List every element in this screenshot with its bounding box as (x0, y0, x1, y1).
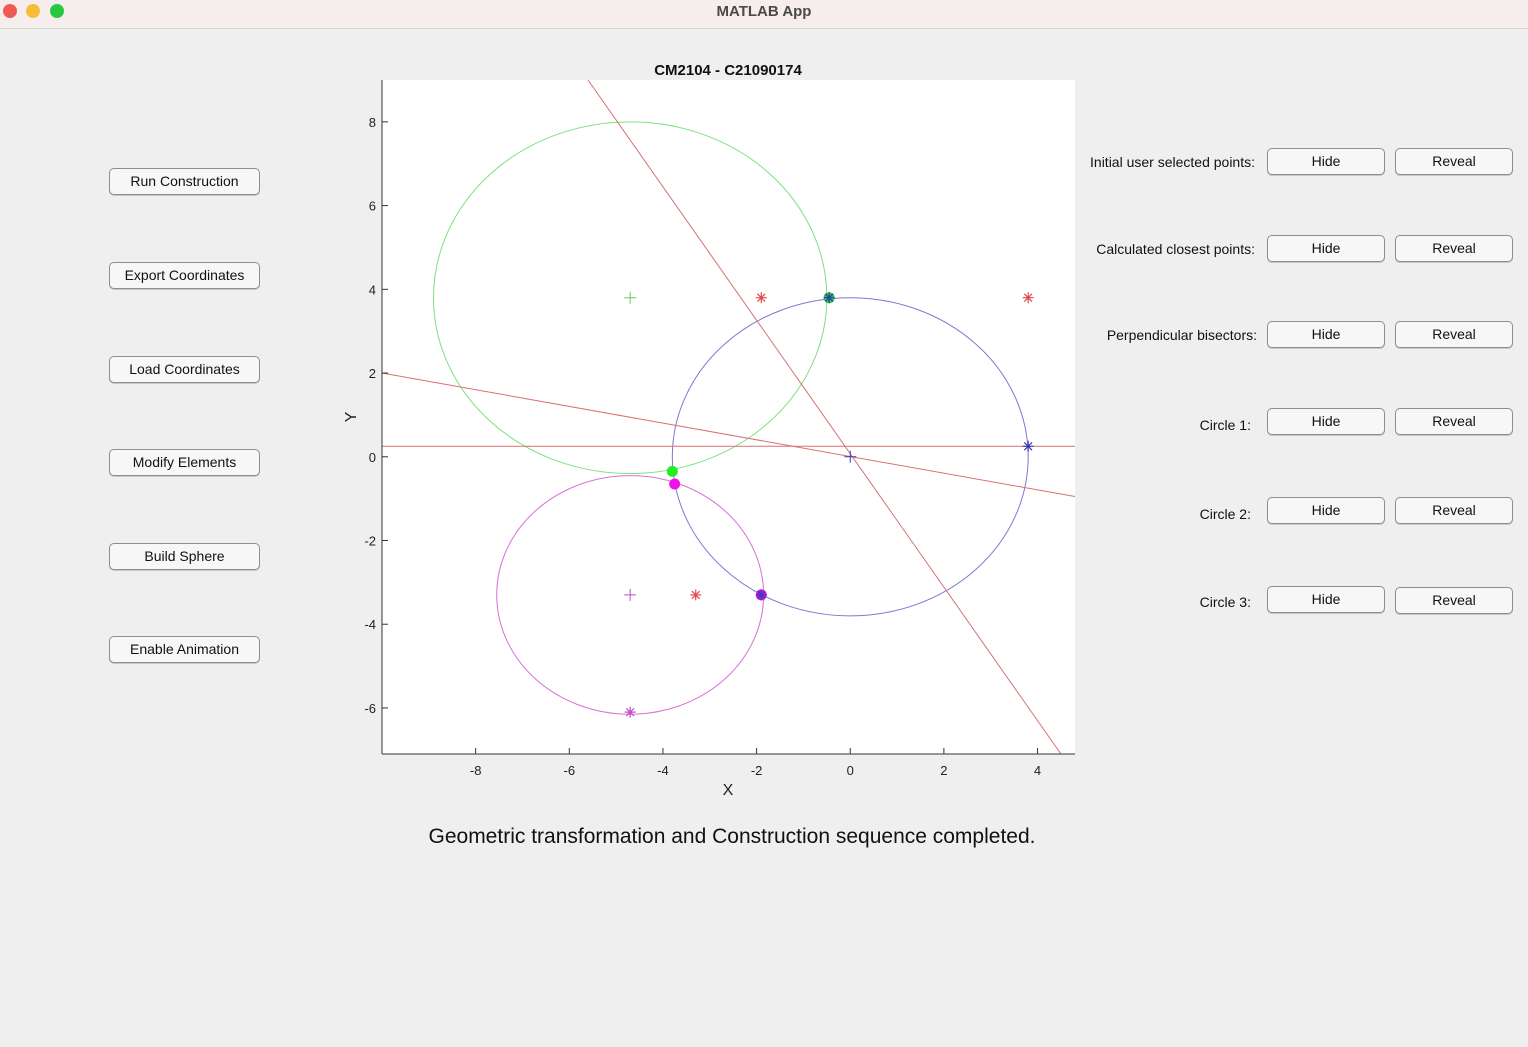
y-tick-label: 6 (369, 199, 376, 214)
x-tick-label: -6 (564, 763, 576, 778)
load-coordinates-button[interactable]: Load Coordinates (109, 356, 260, 383)
circle-3-reveal-button[interactable]: Reveal (1395, 587, 1513, 614)
minimize-window-icon[interactable] (26, 4, 40, 18)
y-tick-label: -2 (364, 533, 376, 548)
initial-points-hide-button[interactable]: Hide (1267, 148, 1385, 175)
modify-elements-button[interactable]: Modify Elements (109, 449, 260, 476)
bisectors-reveal-button[interactable]: Reveal (1395, 321, 1513, 348)
point-marker-star (1022, 292, 1034, 304)
plot-area (382, 80, 1075, 754)
point-marker-dot (669, 478, 681, 490)
circle-1-hide-button[interactable]: Hide (1267, 408, 1385, 435)
y-tick-label: -4 (364, 617, 376, 632)
x-tick-label: -4 (657, 763, 669, 778)
circle-1-reveal-button[interactable]: Reveal (1395, 408, 1513, 435)
bisector-line-2 (382, 372, 1075, 498)
y-tick-label: -6 (364, 701, 376, 716)
closest-points-label: Calculated closest points: (1096, 241, 1255, 257)
x-tick-label: 2 (940, 763, 947, 778)
x-tick-label: -8 (470, 763, 482, 778)
point-marker-plus (844, 450, 857, 463)
y-axis-label: Y (343, 411, 360, 422)
status-message: Geometric transformation and Constructio… (428, 825, 1036, 848)
y-tick-label: 2 (369, 366, 376, 381)
point-marker-dot (666, 465, 678, 477)
point-marker-star (755, 589, 767, 601)
run-construction-button[interactable]: Run Construction (109, 168, 260, 195)
circle-2-label: Circle 2: (1199, 506, 1251, 522)
point-marker-star (755, 292, 767, 304)
initial-points-label: Initial user selected points: (1090, 154, 1255, 170)
x-tick-label: 4 (1034, 763, 1041, 778)
close-window-icon[interactable] (3, 4, 17, 18)
x-axis-label: X (723, 782, 734, 799)
y-tick-label: 8 (369, 115, 376, 130)
circle-1-label: Circle 1: (1199, 417, 1251, 433)
bisectors-label: Perpendicular bisectors: (1106, 327, 1257, 343)
circle-3-label: Circle 3: (1199, 594, 1251, 610)
maximize-window-icon[interactable] (50, 4, 64, 18)
circle-2-curve (671, 297, 1029, 617)
x-tick-label: -2 (751, 763, 763, 778)
chart-title: CM2104 - C21090174 (654, 62, 802, 79)
export-coordinates-button[interactable]: Export Coordinates (109, 262, 260, 289)
closest-points-reveal-button[interactable]: Reveal (1395, 235, 1513, 262)
y-tick-label: 4 (369, 282, 376, 297)
window-title: MATLAB App (716, 3, 812, 20)
circle-2-reveal-button[interactable]: Reveal (1395, 497, 1513, 524)
circle-3-hide-button[interactable]: Hide (1267, 586, 1385, 613)
point-marker-star (1022, 440, 1034, 452)
closest-points-hide-button[interactable]: Hide (1267, 235, 1385, 262)
point-marker-star (624, 706, 636, 718)
bisector-line-1 (587, 80, 1062, 754)
point-marker-star (690, 589, 702, 601)
y-tick-label: 0 (369, 450, 376, 465)
circle-2-hide-button[interactable]: Hide (1267, 497, 1385, 524)
initial-points-reveal-button[interactable]: Reveal (1395, 148, 1513, 175)
window-titlebar: MATLAB App (0, 0, 1528, 29)
point-marker-plus (624, 588, 637, 601)
point-marker-plus (624, 291, 637, 304)
enable-animation-button[interactable]: Enable Animation (109, 636, 260, 663)
construction-plot[interactable]: CM2104 - C21090174 -8 -6 -4 -2 0 2 4 -6 -4 -2 0 2 4 6… (0, 0, 1528, 820)
x-tick-label: 0 (847, 763, 854, 778)
point-marker-star (823, 292, 835, 304)
build-sphere-button[interactable]: Build Sphere (109, 543, 260, 570)
bisectors-hide-button[interactable]: Hide (1267, 321, 1385, 348)
